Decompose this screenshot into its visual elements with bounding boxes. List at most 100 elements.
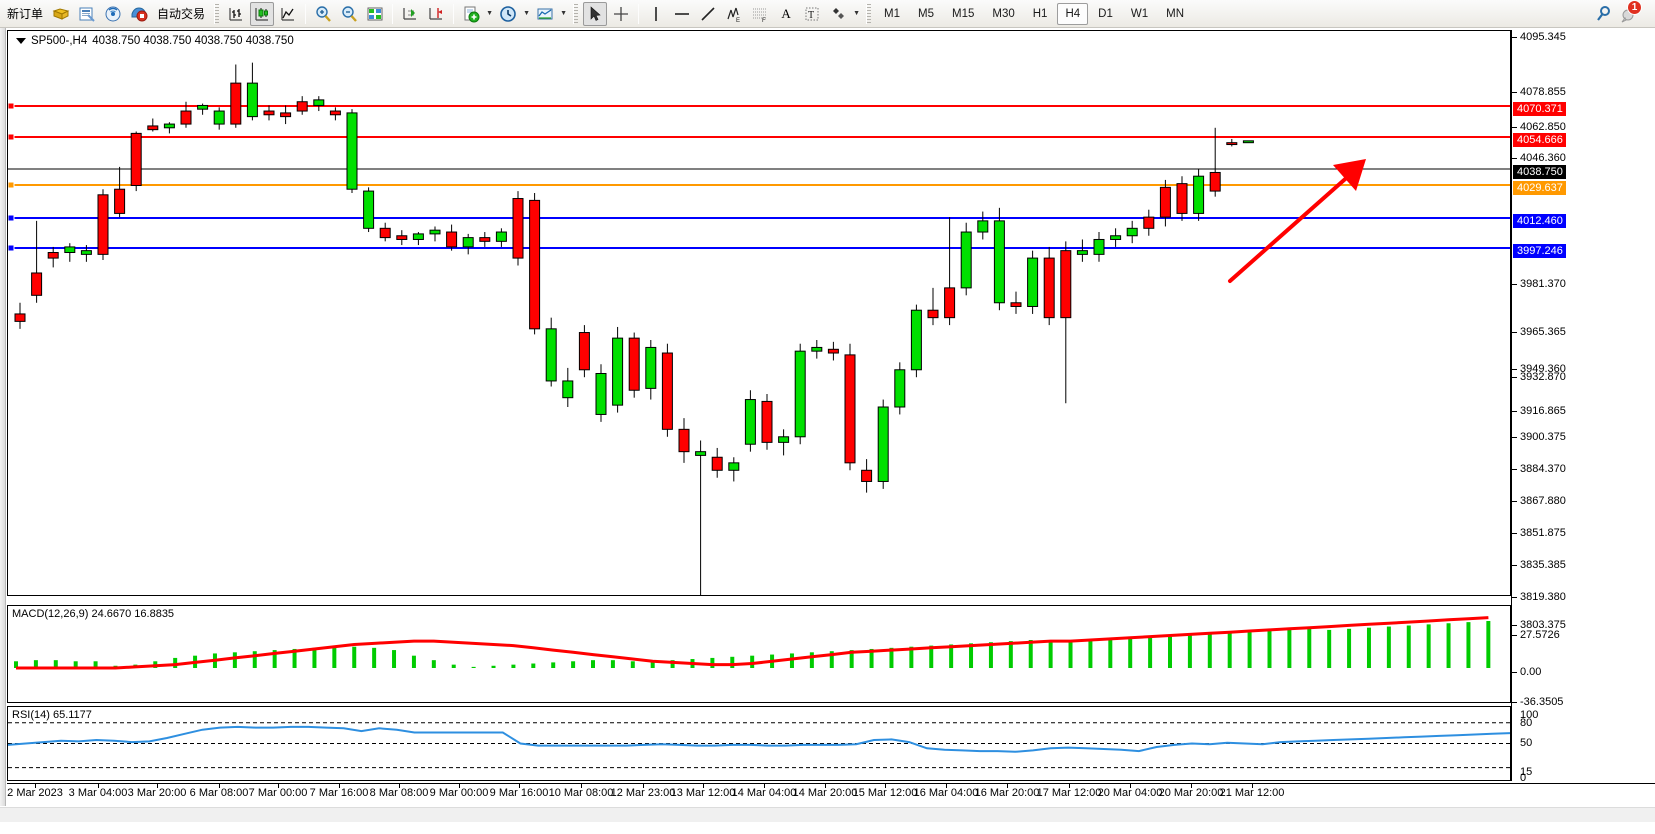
search-icon[interactable]	[1591, 2, 1615, 26]
templates-icon[interactable]	[533, 2, 557, 26]
candlestick-body[interactable]	[246, 82, 258, 118]
chart-shift-icon[interactable]	[424, 2, 448, 26]
chevron-down-icon-period[interactable]: ▼	[523, 10, 530, 17]
candlestick-body[interactable]	[628, 337, 640, 391]
zoom-out-icon[interactable]	[337, 2, 361, 26]
candlestick-body[interactable]	[678, 428, 690, 453]
candlestick-body[interactable]	[64, 246, 76, 254]
alert-bell-icon[interactable]: 1	[1617, 0, 1642, 26]
candlestick-body[interactable]	[396, 235, 408, 240]
candlestick-body[interactable]	[993, 220, 1005, 304]
candlestick-body[interactable]	[1226, 142, 1238, 146]
candlestick-body[interactable]	[661, 352, 673, 430]
candlestick-body[interactable]	[14, 313, 26, 322]
auto-trading-button[interactable]: 自动交易	[153, 2, 209, 26]
candlestick-body[interactable]	[744, 399, 756, 445]
text-label-icon[interactable]: T	[800, 2, 824, 26]
cursor-icon[interactable]	[583, 1, 608, 26]
horizontal-line-icon[interactable]	[670, 2, 694, 26]
candlestick-body[interactable]	[80, 250, 92, 255]
timeframe-w1[interactable]: W1	[1130, 7, 1149, 20]
candlestick-body[interactable]	[612, 337, 624, 406]
candlestick-body[interactable]	[114, 188, 126, 214]
candlestick-body[interactable]	[280, 112, 292, 118]
candlestick-body[interactable]	[960, 231, 972, 289]
candlestick-body[interactable]	[47, 252, 59, 259]
crosshair-icon[interactable]	[609, 2, 633, 26]
candlestick-body[interactable]	[31, 272, 43, 296]
candlestick-body[interactable]	[1093, 238, 1105, 255]
candlestick-body[interactable]	[778, 436, 790, 443]
candlestick-body[interactable]	[97, 194, 109, 255]
folder-icon[interactable]	[49, 2, 73, 26]
candlestick-body[interactable]	[545, 328, 557, 382]
candlestick-body[interactable]	[429, 229, 441, 235]
candlestick-body[interactable]	[1126, 227, 1138, 237]
candlestick-body[interactable]	[578, 332, 590, 371]
candlestick-body[interactable]	[977, 220, 989, 233]
price-level-chip-resistance[interactable]: 4054.666	[1513, 133, 1566, 147]
candlestick-body[interactable]	[1242, 140, 1254, 144]
price-level-handle[interactable]	[8, 133, 15, 141]
vertical-line-icon[interactable]	[644, 2, 668, 26]
candlestick-body[interactable]	[728, 462, 740, 471]
candlestick-body[interactable]	[147, 125, 159, 131]
zoom-in-icon[interactable]	[311, 2, 335, 26]
candlestick-body[interactable]	[1143, 216, 1155, 229]
candlestick-body[interactable]	[927, 309, 939, 319]
price-level-chip-support[interactable]: 4012.460	[1513, 214, 1566, 228]
candlestick-body[interactable]	[1193, 175, 1205, 214]
chevron-down-icon-indicator[interactable]: ▼	[486, 10, 493, 17]
timeframe-m30[interactable]: M30	[992, 7, 1015, 20]
price-level-chip-current-price[interactable]: 4038.750	[1513, 165, 1566, 179]
candlestick-chart-icon[interactable]	[250, 1, 275, 26]
candlestick-body[interactable]	[180, 110, 192, 125]
price-level-handle[interactable]	[8, 181, 15, 189]
candlestick-body[interactable]	[794, 350, 806, 438]
elliott-wave-icon[interactable]: E	[722, 2, 746, 26]
chevron-down-icon-templates[interactable]: ▼	[560, 10, 567, 17]
time-axis[interactable]: 2 Mar 2023 3 Mar 04:00 3 Mar 20:00 6 Mar 08…	[7, 783, 1655, 805]
fibonacci-icon[interactable]: F	[748, 2, 772, 26]
candlestick-body[interactable]	[230, 82, 242, 125]
line-chart-icon[interactable]	[276, 2, 300, 26]
period-clock-icon[interactable]	[496, 2, 520, 26]
candlestick-body[interactable]	[296, 101, 308, 112]
candlestick-body[interactable]	[130, 132, 142, 186]
text-icon[interactable]: A	[781, 5, 791, 21]
candlestick-body[interactable]	[844, 354, 856, 464]
candlestick-body[interactable]	[363, 190, 375, 229]
price-level-handle[interactable]	[8, 244, 15, 252]
horizontal-scrollbar[interactable]	[0, 807, 1655, 822]
candlestick-body[interactable]	[163, 123, 175, 129]
candlestick-body[interactable]	[1027, 257, 1039, 307]
candlestick-body[interactable]	[827, 348, 839, 354]
timeframe-h1[interactable]: H1	[1032, 7, 1048, 20]
timeframe-mn[interactable]: MN	[1166, 7, 1184, 20]
candlestick-body[interactable]	[1176, 183, 1188, 214]
candlestick-body[interactable]	[1010, 302, 1022, 307]
price-axis[interactable]: 4095.345 4078.855 4062.850 4046.360 3981.370…	[1511, 30, 1655, 784]
toolbar-grip-2[interactable]	[573, 3, 579, 24]
candlestick-body[interactable]	[1110, 235, 1122, 240]
price-level-chip-pivot[interactable]: 4029.637	[1513, 181, 1566, 195]
auto-scroll-icon[interactable]	[398, 2, 422, 26]
macd-pane[interactable]: MACD(12,26,9) 24.6670 16.8835	[7, 605, 1511, 703]
price-level-handle[interactable]	[8, 102, 15, 110]
timeframe-m1[interactable]: M1	[884, 7, 901, 20]
candlestick-body[interactable]	[1076, 250, 1088, 255]
candlestick-body[interactable]	[529, 199, 541, 330]
candlestick-body[interactable]	[479, 237, 491, 242]
candlestick-body[interactable]	[711, 456, 723, 471]
candlestick-body[interactable]	[695, 451, 707, 456]
candlestick-body[interactable]	[1043, 257, 1055, 319]
candlestick-body[interactable]	[412, 233, 424, 240]
timeframe-m15[interactable]: M15	[952, 7, 975, 20]
indicator-add-icon[interactable]	[459, 2, 483, 26]
candlestick-body[interactable]	[329, 110, 341, 116]
timeframe-h4[interactable]: H4	[1057, 2, 1089, 25]
candlestick-body[interactable]	[645, 346, 657, 389]
candlestick-body[interactable]	[811, 346, 823, 352]
chevron-down-icon-objects[interactable]: ▼	[853, 10, 860, 17]
candlestick-body[interactable]	[595, 372, 607, 415]
